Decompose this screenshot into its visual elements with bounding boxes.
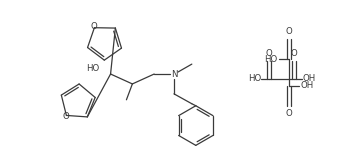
Text: O: O: [90, 22, 97, 31]
Text: HO: HO: [86, 64, 99, 73]
Text: HO: HO: [248, 75, 261, 83]
Text: N: N: [171, 69, 177, 79]
Text: O: O: [285, 27, 292, 36]
Text: O: O: [285, 109, 292, 118]
Text: O: O: [62, 112, 69, 121]
Text: OH: OH: [302, 75, 316, 83]
Text: HO: HO: [264, 55, 278, 64]
Text: O: O: [266, 49, 273, 58]
Text: O: O: [291, 49, 297, 58]
Text: OH: OH: [300, 81, 313, 90]
